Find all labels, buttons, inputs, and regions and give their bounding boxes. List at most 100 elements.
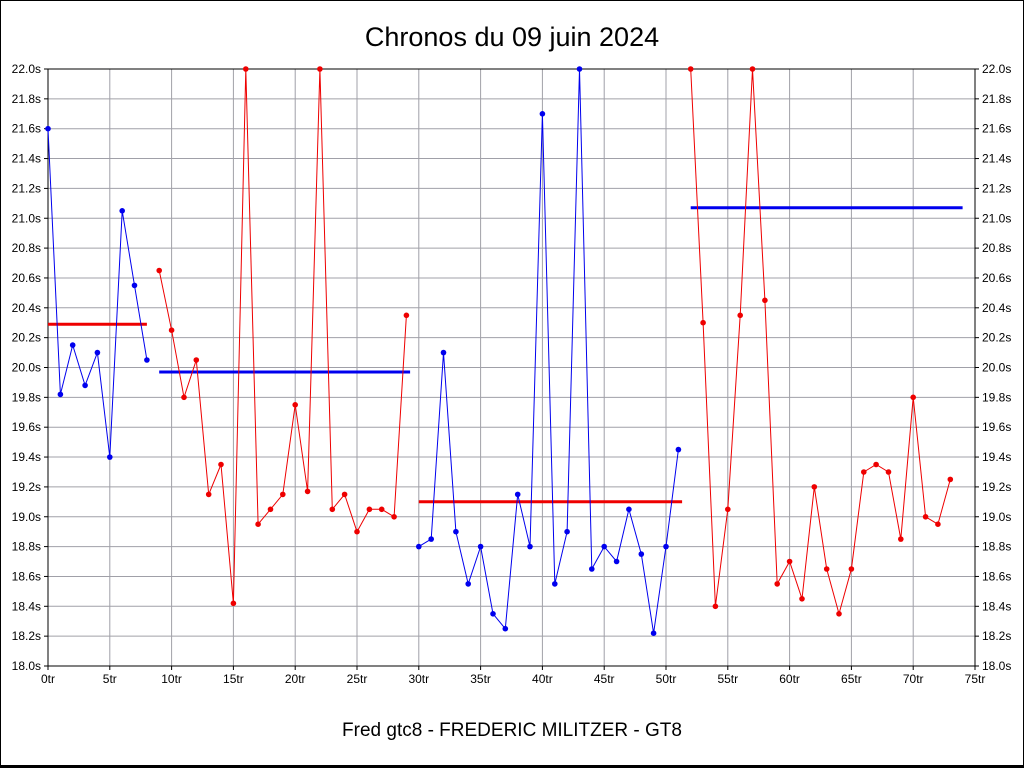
y-tick-label-right: 19.0s (982, 510, 1011, 524)
series-point-blue (428, 536, 435, 542)
series-point-blue (144, 357, 150, 363)
x-tick-label: 20tr (285, 672, 306, 686)
y-tick-label-right: 22.0s (982, 62, 1011, 76)
x-tick-label: 35tr (470, 672, 491, 686)
series-point-blue (94, 349, 101, 356)
series-point-blue (638, 551, 645, 557)
series-point-blue (601, 543, 607, 550)
driver-caption: Fred gtc8 - FREDERIC MILITZER - GT8 (342, 720, 682, 741)
series-point-red (354, 528, 360, 535)
x-tick-label: 40tr (532, 672, 553, 686)
series-point-blue (527, 543, 533, 550)
series-point-red (156, 267, 162, 274)
series-point-red (700, 319, 706, 326)
series-point-blue (514, 491, 521, 498)
y-tick-label-left: 20.6s (12, 271, 41, 285)
series-point-red (848, 566, 855, 572)
series-point-blue (45, 125, 51, 132)
y-tick-label-right: 19.6s (982, 420, 1011, 434)
series-point-blue (107, 454, 113, 460)
series-point-red (799, 596, 805, 602)
y-tick-label-right: 21.8s (982, 92, 1011, 106)
y-tick-label-left: 19.8s (12, 390, 41, 404)
page-title: Chronos du 09 juin 2024 (364, 22, 660, 52)
series-line-blue (47, 128, 148, 458)
series-point-red (317, 66, 323, 72)
series-point-blue (119, 208, 125, 214)
y-tick-label-right: 18.4s (982, 599, 1011, 613)
y-tick-label-right: 20.6s (982, 271, 1011, 285)
series-point-red (811, 484, 818, 490)
series-point-red (725, 506, 731, 513)
series-point-red (836, 611, 842, 617)
series-point-red (737, 312, 743, 319)
series-point-red (947, 476, 954, 483)
series-point-red (193, 357, 200, 363)
series-point-blue (502, 625, 509, 632)
plot-border (47, 68, 976, 667)
series-point-blue (477, 543, 484, 550)
y-tick-label-right: 18.6s (982, 569, 1011, 583)
y-tick-label-right: 20.8s (982, 241, 1011, 255)
series-point-blue (131, 282, 138, 289)
series-point-red (230, 600, 237, 607)
y-tick-label-right: 19.2s (982, 480, 1011, 494)
y-tick-label-left: 19.0s (12, 510, 41, 524)
x-tick-label: 0tr (41, 672, 55, 686)
series-point-red (181, 394, 187, 401)
y-tick-label-left: 20.0s (12, 361, 41, 375)
series-point-red (712, 603, 719, 610)
series-point-red (255, 521, 261, 527)
y-tick-label-right: 19.4s (982, 450, 1011, 464)
x-tick-label: 45tr (594, 672, 615, 686)
series-point-blue (57, 391, 64, 398)
series-point-red (922, 514, 929, 520)
y-tick-label-left: 19.6s (12, 420, 41, 434)
series-point-red (873, 461, 879, 468)
y-tick-label-left: 21.6s (12, 122, 41, 136)
series-point-blue (663, 543, 669, 550)
series-point-blue (539, 111, 546, 117)
y-tick-label-right: 21.0s (982, 211, 1011, 225)
series-point-blue (613, 558, 620, 565)
series-line-blue (418, 68, 679, 634)
y-tick-label-left: 18.4s (12, 599, 41, 613)
series-point-red (205, 491, 212, 498)
x-tick-label: 30tr (408, 672, 429, 686)
y-tick-label-left: 18.6s (12, 569, 41, 583)
series-point-red (861, 469, 867, 475)
series-point-red (304, 488, 311, 495)
x-tick-label: 55tr (717, 672, 738, 686)
y-tick-label-right: 21.6s (982, 122, 1011, 136)
y-tick-label-right: 18.8s (982, 540, 1011, 554)
y-tick-label-right: 20.2s (982, 331, 1011, 345)
series-point-red (341, 491, 348, 498)
y-tick-label-left: 18.2s (12, 629, 41, 643)
y-tick-label-left: 18.8s (12, 540, 41, 554)
series-point-red (687, 66, 694, 72)
x-tick-label: 60tr (779, 672, 800, 686)
y-tick-label-left: 20.8s (12, 241, 41, 255)
series-point-red (774, 581, 780, 587)
series-point-red (243, 66, 249, 72)
series-point-red (762, 297, 768, 304)
series-point-blue (626, 506, 632, 513)
y-tick-label-right: 20.0s (982, 361, 1011, 375)
series-point-blue (490, 611, 496, 617)
series-point-red (885, 469, 892, 475)
series-point-red (823, 566, 830, 572)
series-point-blue (82, 382, 88, 389)
series-point-red (403, 312, 410, 319)
series-point-blue (69, 342, 76, 348)
x-tick-label: 5tr (103, 672, 117, 686)
y-tick-label-left: 19.2s (12, 480, 41, 494)
series-point-red (218, 461, 224, 468)
y-tick-label-left: 19.4s (12, 450, 41, 464)
x-tick-label: 50tr (656, 672, 677, 686)
x-tick-label: 65tr (841, 672, 862, 686)
series-point-red (749, 66, 756, 72)
series-point-red (267, 506, 274, 513)
x-tick-label: 10tr (161, 672, 182, 686)
